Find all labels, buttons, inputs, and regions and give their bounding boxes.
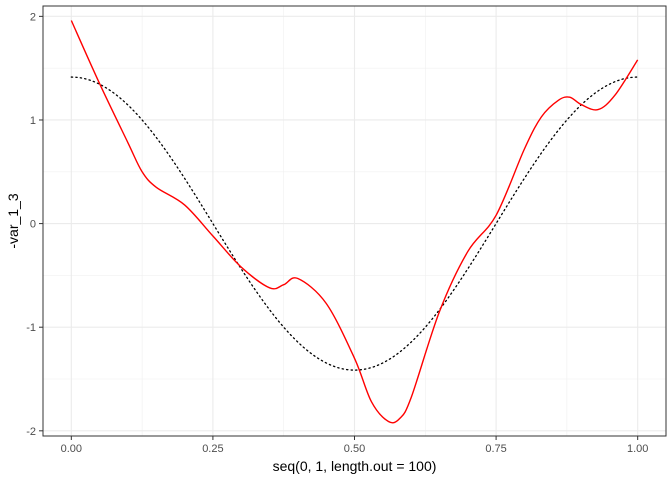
y-tick-label: 0 (30, 219, 36, 231)
x-tick-label: 0.00 (61, 443, 82, 455)
y-tick-label: 2 (30, 11, 36, 23)
x-axis-title: seq(0, 1, length.out = 100) (273, 458, 437, 474)
y-tick-label: -1 (26, 322, 36, 334)
x-tick-label: 0.75 (485, 443, 506, 455)
series-layer (70, 20, 639, 424)
y-tick-label: 1 (30, 115, 36, 127)
x-tick-label: 0.50 (344, 443, 365, 455)
x-axis-ticks: 0.00 0.25 0.50 0.75 1.00 (61, 436, 648, 455)
x-tick-label: 1.00 (627, 443, 648, 455)
x-tick-label: 0.25 (202, 443, 223, 455)
y-axis-title: -var_1_3 (5, 193, 21, 248)
series-line-red (70, 20, 639, 424)
y-tick-label: -2 (26, 426, 36, 438)
y-axis-ticks: -2 -1 0 1 2 (26, 11, 43, 438)
series-line-dotted (70, 76, 639, 371)
